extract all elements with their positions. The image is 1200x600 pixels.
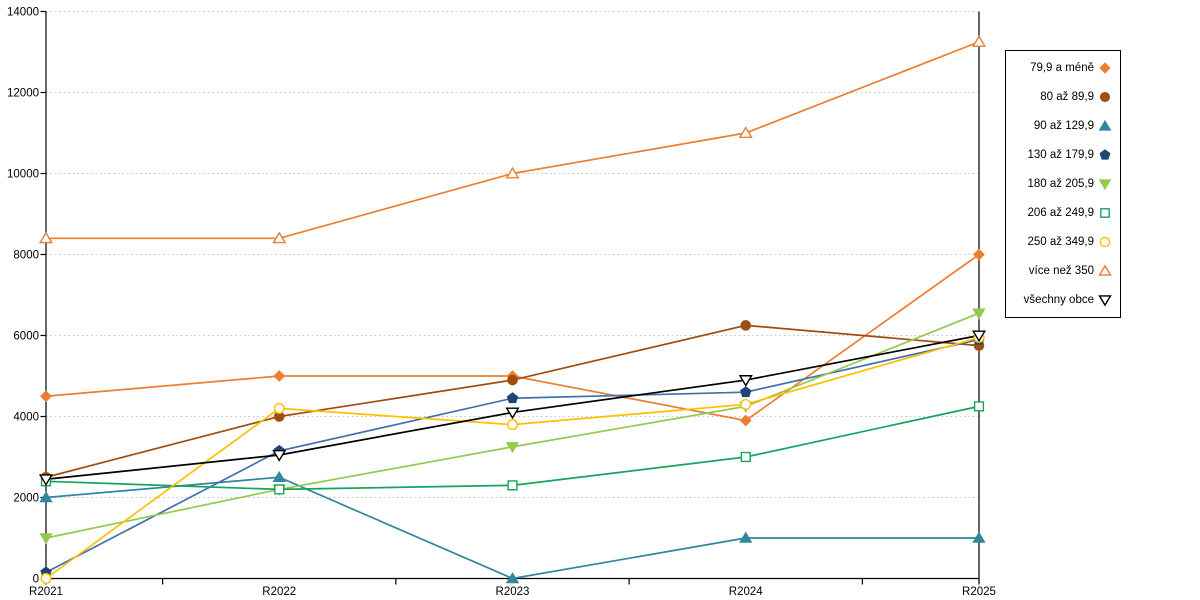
- y-tick-label: 10000: [7, 169, 39, 181]
- series-markers-7: [38, 35, 987, 244]
- triangle-up-marker-icon: [272, 231, 287, 244]
- circle-marker-icon: [273, 402, 285, 414]
- series-line-2: [45, 476, 979, 580]
- triangle-down-icon: [1098, 295, 1112, 307]
- pentagon-marker-icon: [506, 392, 519, 404]
- pentagon-marker-icon: [740, 386, 752, 398]
- legend-label: více než 350: [1028, 265, 1094, 277]
- diamond-icon: [1099, 62, 1111, 74]
- y-tick-label: 2000: [13, 493, 39, 505]
- legend-item-8: všechny obce: [1006, 292, 1120, 308]
- diamond-marker-icon: [40, 390, 52, 403]
- legend-label: všechny obce: [1023, 294, 1094, 306]
- legend-item-1: 80 až 89,9: [1006, 89, 1120, 105]
- legend-label: 79,9 a méně: [1030, 62, 1094, 74]
- triangle-up-marker-icon: [505, 572, 520, 584]
- triangle-down-marker-icon: [272, 449, 287, 462]
- x-tick-label: R2023: [496, 586, 530, 598]
- circle-marker-icon: [507, 374, 518, 386]
- y-tick-label: 8000: [13, 250, 39, 262]
- triangle-up-icon: [1098, 264, 1112, 276]
- series-markers-0: [40, 248, 985, 427]
- triangle-down-marker-icon: [971, 330, 987, 343]
- circle-icon: [1099, 91, 1111, 103]
- chart-legend: 79,9 a méně 80 až 89,9 90 až 129,9 130 až 1…: [1005, 50, 1121, 318]
- series-markers-2: [39, 470, 986, 584]
- circle-marker-icon: [740, 398, 752, 410]
- triangle-up-icon: [1098, 119, 1112, 131]
- diamond-marker-icon: [273, 370, 286, 382]
- series-line-7: [46, 41, 980, 240]
- legend-item-0: 79,9 a méně: [1006, 60, 1120, 76]
- legend-label: 80 až 89,9: [1040, 91, 1094, 103]
- triangle-down-marker-icon: [738, 375, 753, 387]
- legend-label: 130 až 179,9: [1027, 149, 1094, 161]
- series-markers-5: [40, 401, 985, 495]
- triangle-up-marker-icon: [39, 491, 53, 503]
- y-tick-label: 4000: [13, 412, 39, 424]
- x-tick-label: R2024: [729, 586, 763, 598]
- triangle-down-marker-icon: [505, 407, 520, 420]
- square-marker-icon: [507, 480, 518, 491]
- triangle-down-marker-icon: [972, 308, 986, 320]
- x-tick-label: R2022: [262, 586, 296, 598]
- x-tick-label: R2021: [29, 586, 63, 598]
- circle-marker-icon: [507, 419, 519, 431]
- pentagon-icon: [1099, 149, 1111, 160]
- legend-item-2: 90 až 129,9: [1006, 118, 1120, 134]
- square-marker-icon: [973, 401, 985, 412]
- series-markers-8: [38, 330, 987, 487]
- legend-item-3: 130 až 179,9: [1006, 147, 1120, 163]
- legend-label: 250 až 349,9: [1027, 236, 1094, 248]
- y-tick-label: 0: [33, 574, 39, 586]
- axes: [40, 10, 980, 585]
- x-tick-label: R2025: [962, 586, 996, 598]
- triangle-up-marker-icon: [738, 126, 753, 138]
- legend-label: 180 až 205,9: [1027, 178, 1094, 190]
- square-icon: [1100, 208, 1110, 218]
- triangle-down-icon: [1098, 179, 1112, 191]
- diamond-marker-icon: [973, 248, 985, 261]
- legend-item-6: 250 až 349,9: [1006, 234, 1120, 250]
- legend-item-5: 206 až 249,9: [1006, 205, 1120, 221]
- series-line-8: [45, 334, 980, 481]
- legend-label: 206 až 249,9: [1027, 207, 1094, 219]
- circle-icon: [1099, 236, 1111, 248]
- y-tick-label: 12000: [7, 88, 39, 100]
- legend-item-7: více než 350: [1006, 263, 1120, 279]
- circle-marker-icon: [40, 573, 52, 585]
- triangle-up-marker-icon: [739, 531, 753, 543]
- triangle-down-marker-icon: [38, 474, 54, 487]
- circle-marker-icon: [740, 320, 752, 331]
- triangle-up-marker-icon: [972, 531, 986, 543]
- triangle-down-marker-icon: [505, 442, 520, 454]
- square-marker-icon: [274, 484, 285, 495]
- legend-item-4: 180 až 205,9: [1006, 176, 1120, 192]
- triangle-down-marker-icon: [39, 533, 53, 545]
- square-marker-icon: [740, 451, 751, 463]
- diamond-marker-icon: [739, 414, 752, 427]
- triangle-up-marker-icon: [971, 35, 987, 47]
- y-tick-label: 14000: [7, 7, 39, 19]
- y-tick-label: 6000: [13, 331, 39, 343]
- triangle-up-marker-icon: [272, 470, 286, 483]
- legend-label: 90 až 129,9: [1033, 120, 1094, 132]
- triangle-up-marker-icon: [38, 231, 54, 244]
- triangle-up-marker-icon: [505, 166, 520, 179]
